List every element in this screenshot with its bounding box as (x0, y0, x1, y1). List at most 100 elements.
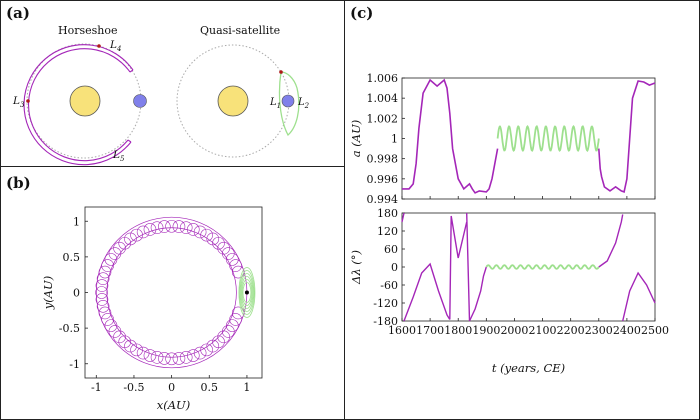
sun-icon (69, 85, 101, 117)
panel-b-horseshoe-loop (179, 351, 193, 364)
l3-point (26, 99, 30, 103)
panel-c-bottom-plot: -180 -120 -60 0 60 120 180 1600 1700 1800 1900 2000… (349, 207, 669, 375)
panel-b-axes-frame (84, 206, 263, 379)
panel-b-horseshoe-loop (165, 352, 178, 366)
panel-b-horseshoe-loop (101, 259, 114, 272)
panel-b-ytick-label: -0.5 (59, 322, 80, 335)
qs-marker-point (279, 70, 283, 74)
panel-c-top-axes-frame (401, 77, 656, 200)
panel-c-bottom-ytick-label: 180 (377, 207, 398, 220)
panel-b-horseshoe-loop (136, 346, 150, 360)
horseshoe-title: Horseshoe (58, 24, 118, 37)
panel-b-horseshoe-loop (200, 343, 213, 357)
panel-c-bottom-ytick-label: 60 (384, 243, 398, 256)
panel-b-plot: -1 -0.5 0 0.5 1 -1 -0.5 0 0.5 1 x(AU) y(AU) (41, 206, 263, 412)
panel-c-bottom-xtick-label: 2400 (613, 324, 641, 337)
panel-b-horseshoe-loop (193, 346, 207, 360)
panel-c-top-ytick-label: 1.002 (367, 112, 399, 125)
panel-b-horseshoe-loop (165, 219, 178, 233)
panel-b-horseshoe-loop (212, 335, 225, 349)
panel-c-bottom-quasi-satellite-line (485, 264, 600, 270)
panel-c-top-plot: 0.994 0.996 0.998 1 1.002 1.004 1.006 a (AU) (349, 72, 656, 206)
panel-c-bottom-ytick-label: -180 (373, 315, 398, 328)
panel-b-ring-outer (95, 216, 248, 369)
panel-b-horseshoe-loop (150, 221, 164, 234)
panel-b-horseshoe-loop (95, 293, 109, 306)
panel-c-top-ytick-label: 1 (391, 133, 398, 146)
panel-c-top-ytick-label: 1.004 (367, 92, 399, 105)
panel-c-bottom-ytick-label: -60 (380, 279, 398, 292)
panel-b-horseshoe-loop (124, 339, 137, 353)
panel-b-horseshoe-loop (206, 232, 220, 246)
panel-c-bottom-horseshoe-line (449, 215, 468, 320)
panel-b-xtick-label: 0 (168, 381, 175, 394)
qs-planet-icon (281, 94, 295, 108)
panel-b-qs-loop (242, 282, 252, 303)
panel-c-bottom-ytick-label: 120 (377, 225, 398, 238)
panel-c-bottom-horseshoe-line (622, 271, 656, 322)
l1-label: L1 (269, 97, 281, 110)
panel-c-bottom-xtick-label: 1800 (444, 324, 472, 337)
panel-b-xtick-label: -0.5 (123, 381, 144, 394)
panel-b-qs-loop (239, 270, 255, 315)
panel-b-horseshoe-loop (101, 313, 114, 326)
panel-b-horseshoe-loop (217, 330, 230, 344)
panel-b-ylabel: y(AU) (41, 276, 55, 310)
panel-c-bottom-axes-frame (401, 212, 656, 322)
panel-b-horseshoe-series (95, 216, 248, 369)
panel-b-horseshoe-loop (130, 228, 143, 242)
panel-b-horseshoe-loop (172, 220, 186, 233)
panel-c-bottom-horseshoe-line (598, 214, 624, 268)
panel-b-horseshoe-loop (221, 247, 235, 260)
panel-b-planet-point (244, 290, 249, 295)
panel-c-bottom-xtick-label: 2000 (500, 324, 528, 337)
panel-a-label: (a) (6, 4, 30, 22)
panel-b-horseshoe-loop (104, 253, 118, 266)
panel-b-horseshoe-loop (95, 286, 108, 299)
panel-c-top-horseshoe-line (402, 78, 499, 194)
panel-b-horseshoe-loop (225, 319, 239, 332)
panel-c-bottom-horseshoe-line (401, 212, 405, 223)
panel-b-horseshoe-loop (157, 352, 171, 365)
l2-label: L2 (297, 97, 310, 110)
panel-b-horseshoe-loop (96, 299, 110, 313)
panel-c-bottom-xlabel: t (years, CE) (492, 361, 565, 375)
panel-b-ytick-label: 0.5 (63, 251, 81, 264)
panel-c-bottom-xtick-label: 2100 (529, 324, 557, 337)
planet-icon (133, 94, 147, 108)
panel-b-horseshoe-loop (186, 223, 200, 236)
panel-b-horseshoe-loop (157, 220, 171, 233)
quasi-satellite-title: Quasi-satellite (200, 24, 280, 37)
panel-c-top-ytick-label: 0.998 (367, 153, 399, 166)
panel-b-horseshoe-loop (186, 349, 200, 362)
panel-c-top-ytick-label: 0.994 (367, 193, 399, 206)
panel-b-ytick-label: 1 (73, 215, 80, 228)
panel-b-qs-loop (240, 276, 253, 309)
panel-b-ytick-label: -1 (69, 358, 80, 371)
panel-b-horseshoe-loop (143, 349, 157, 362)
panel-b-horseshoe-loop (95, 279, 109, 292)
panel-c-top-horseshoe-line (598, 80, 656, 193)
panel-c-bottom-xtick-label: 2300 (585, 324, 613, 337)
panel-b-horseshoe-loop (118, 236, 132, 250)
panel-c-bottom-xtick-label: 2500 (641, 324, 669, 337)
panel-b-horseshoe-loop (217, 241, 230, 255)
panel-b-horseshoe-loop (193, 225, 207, 239)
panel-c-bottom-xtick-label: 1600 (388, 324, 416, 337)
panel-b-horseshoe-loop (172, 352, 186, 365)
panel-b-horseshoe-loop (143, 223, 157, 236)
l3-label: L3 (12, 95, 25, 109)
panel-c-top-quasi-satellite-line (496, 124, 600, 153)
panel-b-qs-loop (240, 273, 254, 312)
panel-b-horseshoe-loop (150, 351, 164, 364)
panel-b-label: (b) (6, 174, 31, 192)
panel-b-ring-inner (106, 227, 237, 358)
panel-c-top-ylabel: a (AU) (349, 120, 363, 157)
panel-c-top-ytick-label: 0.996 (367, 173, 399, 186)
quasi-satellite-diagram: Quasi-satellite L1 L2 (176, 24, 310, 158)
l4-label: L4 (109, 39, 121, 53)
panel-b-horseshoe-loop (96, 272, 110, 286)
panel-c-bottom-ylabel: Δλ (°) (349, 250, 363, 285)
panel-b-ytick-label: 0 (73, 287, 80, 300)
